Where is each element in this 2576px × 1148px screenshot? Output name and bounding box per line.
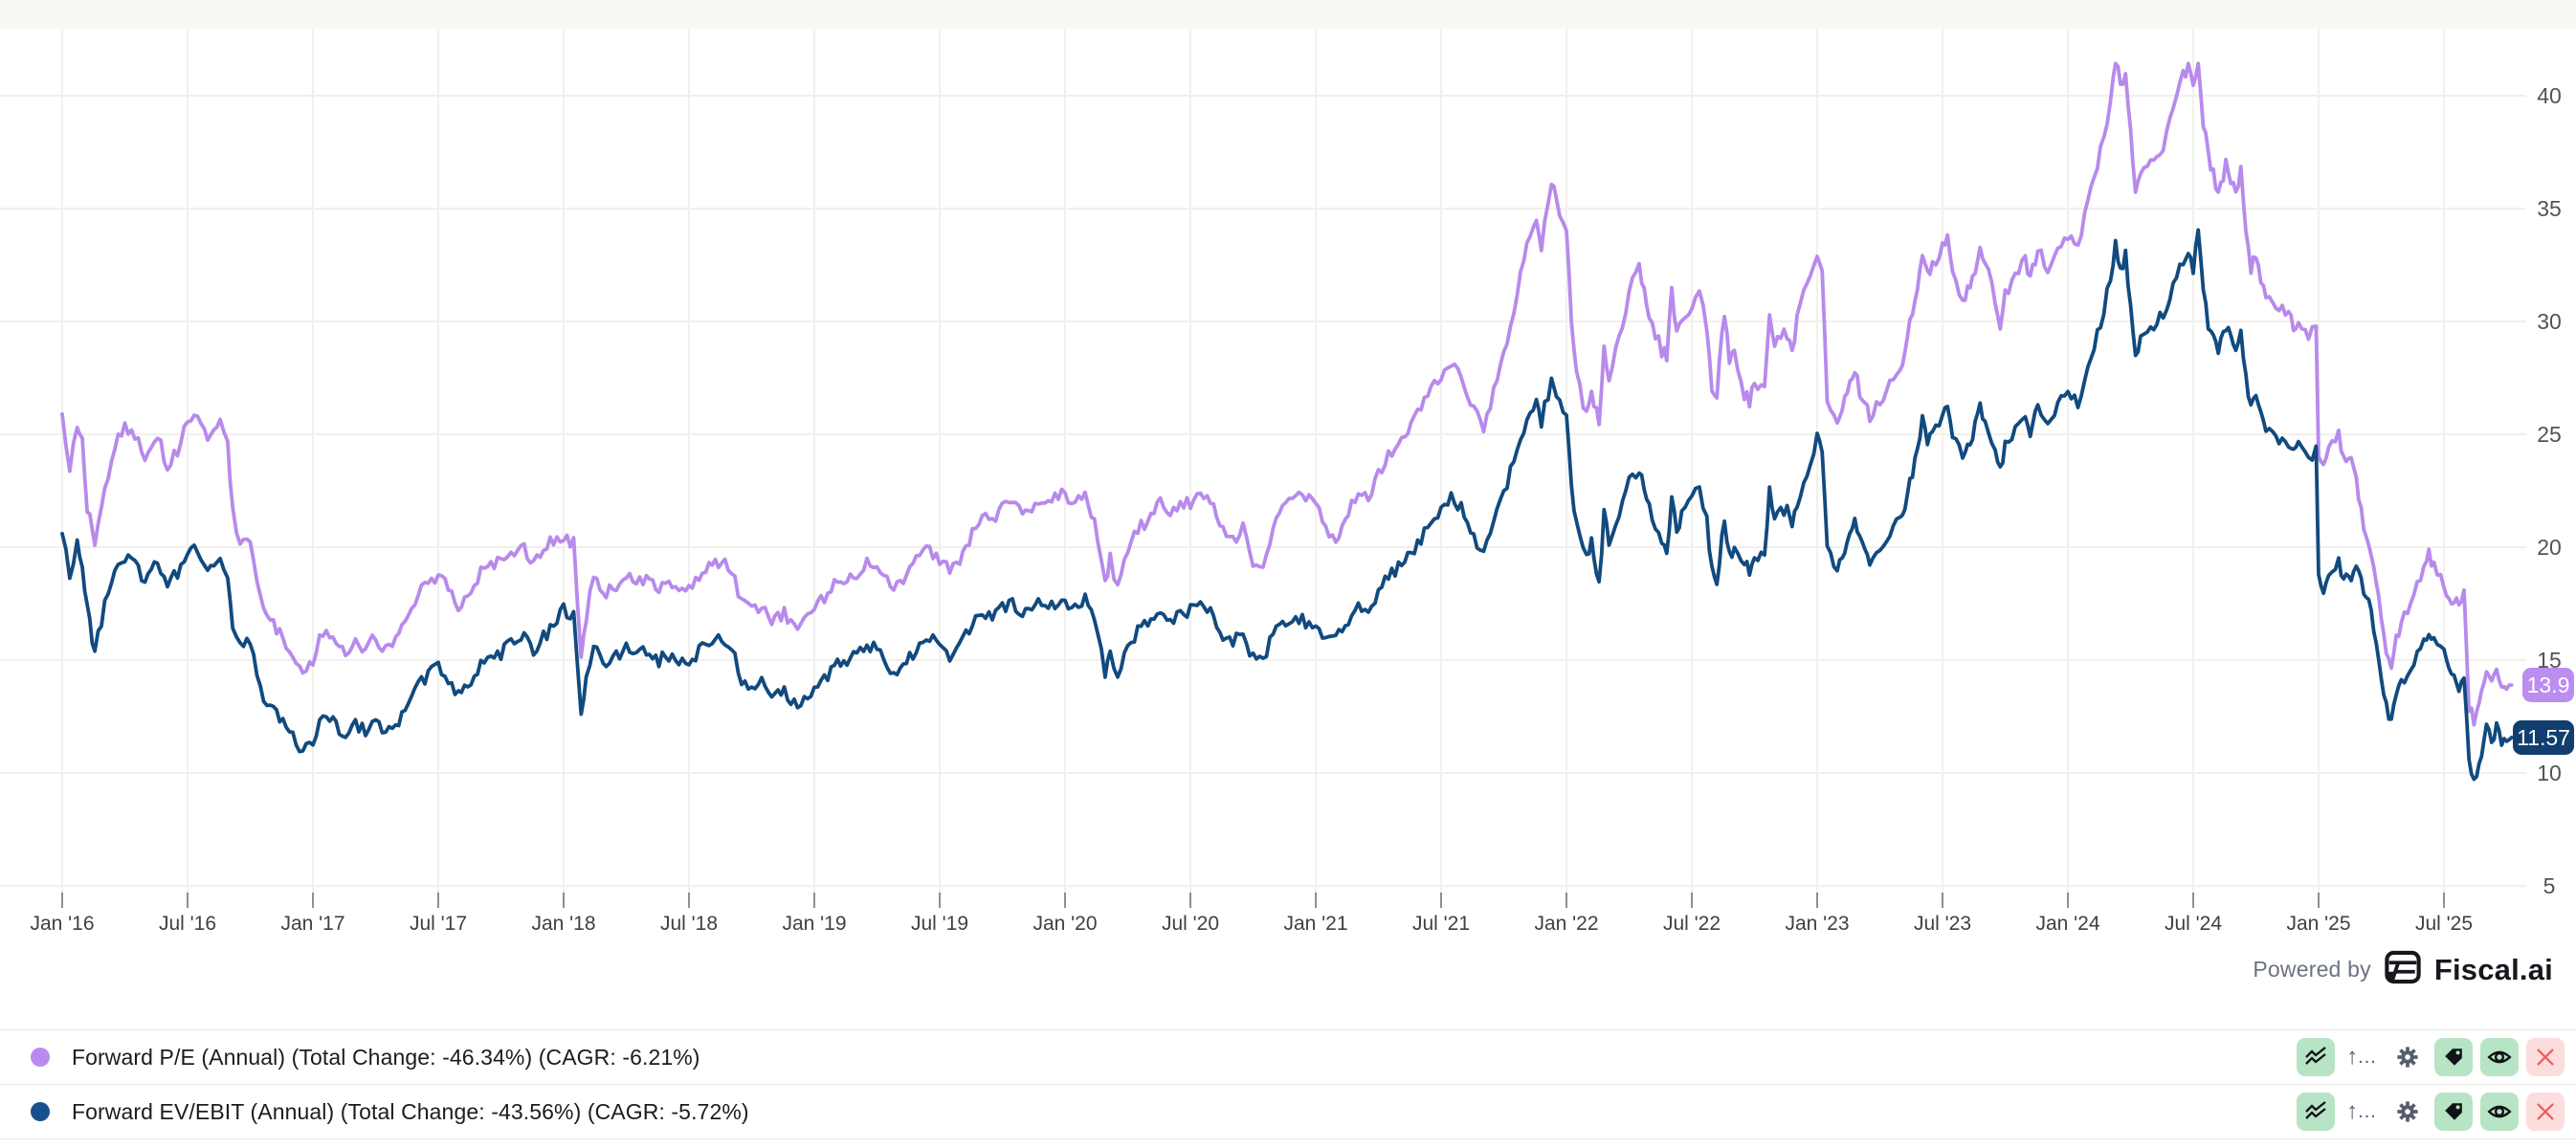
powered-by-label: Powered by bbox=[2253, 957, 2371, 982]
legend-row-forward-pe[interactable]: Forward P/E (Annual) (Total Change: -46.… bbox=[0, 1029, 2576, 1084]
x-tick-label: Jan '19 bbox=[782, 913, 846, 935]
x-tick-label: Jul '21 bbox=[1412, 913, 1470, 935]
last-value-text: 13.9 bbox=[2527, 673, 2570, 697]
label-tag-button[interactable] bbox=[2434, 1038, 2473, 1076]
arrow-up-icon: ↑ bbox=[2346, 1044, 2359, 1070]
remove-series-button[interactable] bbox=[2526, 1093, 2565, 1131]
series-legend: Forward P/E (Annual) (Total Change: -46.… bbox=[0, 1029, 2576, 1139]
x-tick-label: Jan '18 bbox=[531, 913, 595, 935]
sort-order-button[interactable]: ↑... bbox=[2346, 1098, 2377, 1124]
x-tick-label: Jan '23 bbox=[1785, 913, 1849, 935]
visibility-button[interactable] bbox=[2480, 1093, 2519, 1131]
y-tick-label: 25 bbox=[2537, 422, 2562, 447]
eye-icon bbox=[2487, 1050, 2512, 1064]
x-tick-label: Jul '18 bbox=[660, 913, 718, 935]
last-value-text: 11.57 bbox=[2517, 725, 2570, 750]
x-axis: Jan '16 Jul '16 Jan '17 Jul '17 Jan '18 Jul '… bbox=[30, 893, 2473, 935]
sort-order-button[interactable]: ↑... bbox=[2346, 1044, 2377, 1070]
x-tick-label: Jul '24 bbox=[2165, 913, 2222, 935]
remove-series-button[interactable] bbox=[2526, 1038, 2565, 1076]
arrow-up-icon: ↑ bbox=[2346, 1098, 2359, 1124]
settings-button[interactable] bbox=[2388, 1093, 2427, 1131]
fiscal-logo-icon bbox=[2385, 949, 2421, 990]
y-tick-label: 40 bbox=[2537, 83, 2562, 108]
eye-icon bbox=[2487, 1105, 2512, 1118]
y-tick-label: 10 bbox=[2537, 761, 2562, 785]
x-tick-label: Jul '17 bbox=[410, 913, 467, 935]
legend-actions: ↑... bbox=[2297, 1038, 2565, 1076]
y-tick-label: 5 bbox=[2543, 873, 2556, 898]
price-chart[interactable]: Jan '16 Jul '16 Jan '17 Jul '17 Jan '18 Jul '… bbox=[0, 0, 2576, 942]
series-line-1[interactable] bbox=[60, 228, 2514, 782]
last-value-badge: 11.57 bbox=[2513, 719, 2574, 755]
x-tick-label: Jul '20 bbox=[1162, 913, 1219, 935]
fiscal-brand-name: Fiscal.ai bbox=[2433, 952, 2553, 986]
chart-type-button[interactable] bbox=[2297, 1038, 2335, 1076]
series-label: Forward P/E (Annual) (Total Change: -46.… bbox=[72, 1044, 700, 1070]
close-icon bbox=[2537, 1103, 2554, 1120]
last-value-badge: 13.9 bbox=[2522, 667, 2574, 702]
x-tick-label: Jul '23 bbox=[1914, 913, 1971, 935]
visibility-button[interactable] bbox=[2480, 1038, 2519, 1076]
x-tick-label: Jan '17 bbox=[280, 913, 344, 935]
gridlines bbox=[0, 29, 2526, 899]
gear-icon bbox=[2397, 1101, 2418, 1122]
top-band bbox=[0, 0, 2576, 29]
x-tick-label: Jan '21 bbox=[1283, 913, 1347, 935]
x-tick-label: Jul '22 bbox=[1663, 913, 1721, 935]
x-tick-label: Jan '16 bbox=[30, 913, 94, 935]
legend-actions: ↑... bbox=[2297, 1093, 2565, 1131]
series-label: Forward EV/EBIT (Annual) (Total Change: … bbox=[72, 1098, 749, 1124]
x-tick-label: Jan '25 bbox=[2286, 913, 2350, 935]
x-tick-label: Jul '16 bbox=[159, 913, 216, 935]
legend-row-forward-ev-ebit[interactable]: Forward EV/EBIT (Annual) (Total Change: … bbox=[0, 1084, 2576, 1139]
tag-icon bbox=[2445, 1103, 2462, 1120]
series-line-0[interactable] bbox=[60, 61, 2514, 727]
y-tick-label: 30 bbox=[2537, 309, 2562, 334]
y-tick-label: 35 bbox=[2537, 196, 2562, 221]
settings-button[interactable] bbox=[2388, 1038, 2427, 1076]
trend-lines-icon bbox=[2305, 1101, 2326, 1119]
x-tick-label: Jan '22 bbox=[1534, 913, 1598, 935]
chart-type-button[interactable] bbox=[2297, 1093, 2335, 1131]
powered-by-watermark: Powered by Fiscal.ai bbox=[2253, 949, 2553, 990]
x-tick-label: Jan '24 bbox=[2035, 913, 2099, 935]
close-icon bbox=[2537, 1049, 2554, 1066]
label-tag-button[interactable] bbox=[2434, 1093, 2473, 1131]
x-tick-label: Jan '20 bbox=[1033, 913, 1097, 935]
series-color-dot bbox=[31, 1102, 50, 1121]
y-tick-label: 20 bbox=[2537, 535, 2562, 560]
x-tick-label: Jul '25 bbox=[2415, 913, 2473, 935]
x-tick-label: Jul '19 bbox=[911, 913, 968, 935]
series-color-dot bbox=[31, 1048, 50, 1067]
gear-icon bbox=[2397, 1047, 2418, 1068]
tag-icon bbox=[2445, 1049, 2462, 1066]
trend-lines-icon bbox=[2305, 1047, 2326, 1065]
